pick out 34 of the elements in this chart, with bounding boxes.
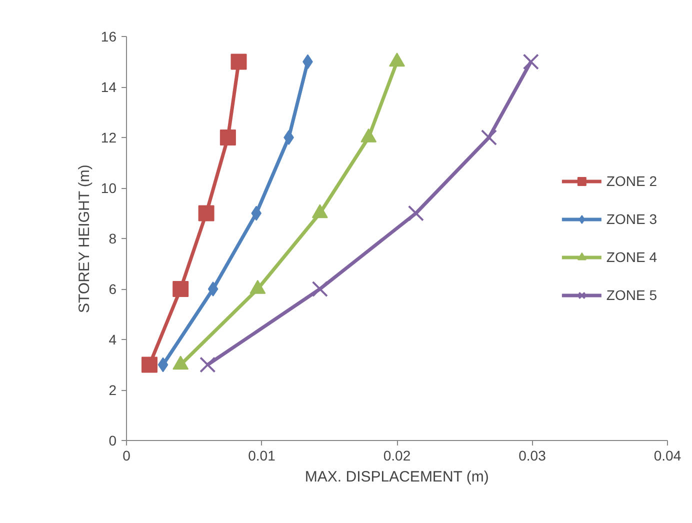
point xyxy=(220,130,236,146)
legend-label: ZONE 4 xyxy=(606,249,657,265)
point xyxy=(230,54,247,70)
point xyxy=(251,206,262,221)
y-axis-title: STOREY HEIGHT (m) xyxy=(76,164,93,313)
legend-label: ZONE 3 xyxy=(606,211,657,227)
x-tick-label: 0.01 xyxy=(248,448,276,464)
y-tick-label: 12 xyxy=(100,130,117,146)
point xyxy=(284,130,294,145)
y-tick-label: 8 xyxy=(108,230,117,246)
point xyxy=(141,356,158,373)
point xyxy=(408,205,424,222)
x-tick-label: 0 xyxy=(122,448,131,464)
y-tick-label: 10 xyxy=(100,180,117,196)
point xyxy=(200,356,216,373)
point xyxy=(208,282,218,296)
y-tick-label: 6 xyxy=(108,281,117,297)
y-tick-label: 16 xyxy=(100,28,117,44)
point xyxy=(312,280,328,298)
y-tick-label: 14 xyxy=(100,79,117,95)
point xyxy=(158,357,168,372)
x-tick-label: 0.03 xyxy=(518,448,546,464)
x-axis-title: MAX. DISPLACEMENT (m) xyxy=(304,468,489,486)
y-tick-label: 2 xyxy=(108,382,117,398)
point xyxy=(172,281,189,297)
y-tick-label: 0 xyxy=(108,432,117,448)
legend-label: ZONE 2 xyxy=(606,173,657,189)
point xyxy=(198,205,214,222)
y-tick-label: 4 xyxy=(108,332,117,348)
legend-label: ZONE 5 xyxy=(606,287,657,303)
point xyxy=(480,129,498,146)
x-tick-label: 0.02 xyxy=(383,448,411,464)
point xyxy=(522,54,539,70)
x-tick-label: 0.04 xyxy=(654,448,682,464)
